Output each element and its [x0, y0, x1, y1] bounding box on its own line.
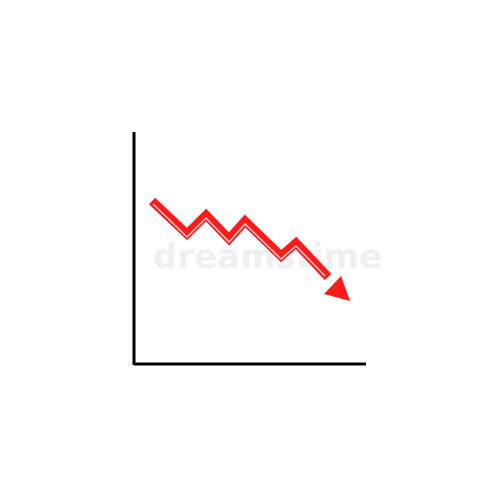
trend-line [148, 197, 332, 281]
trend-line-highlight [152, 203, 326, 277]
arrow-head-icon [324, 276, 350, 301]
